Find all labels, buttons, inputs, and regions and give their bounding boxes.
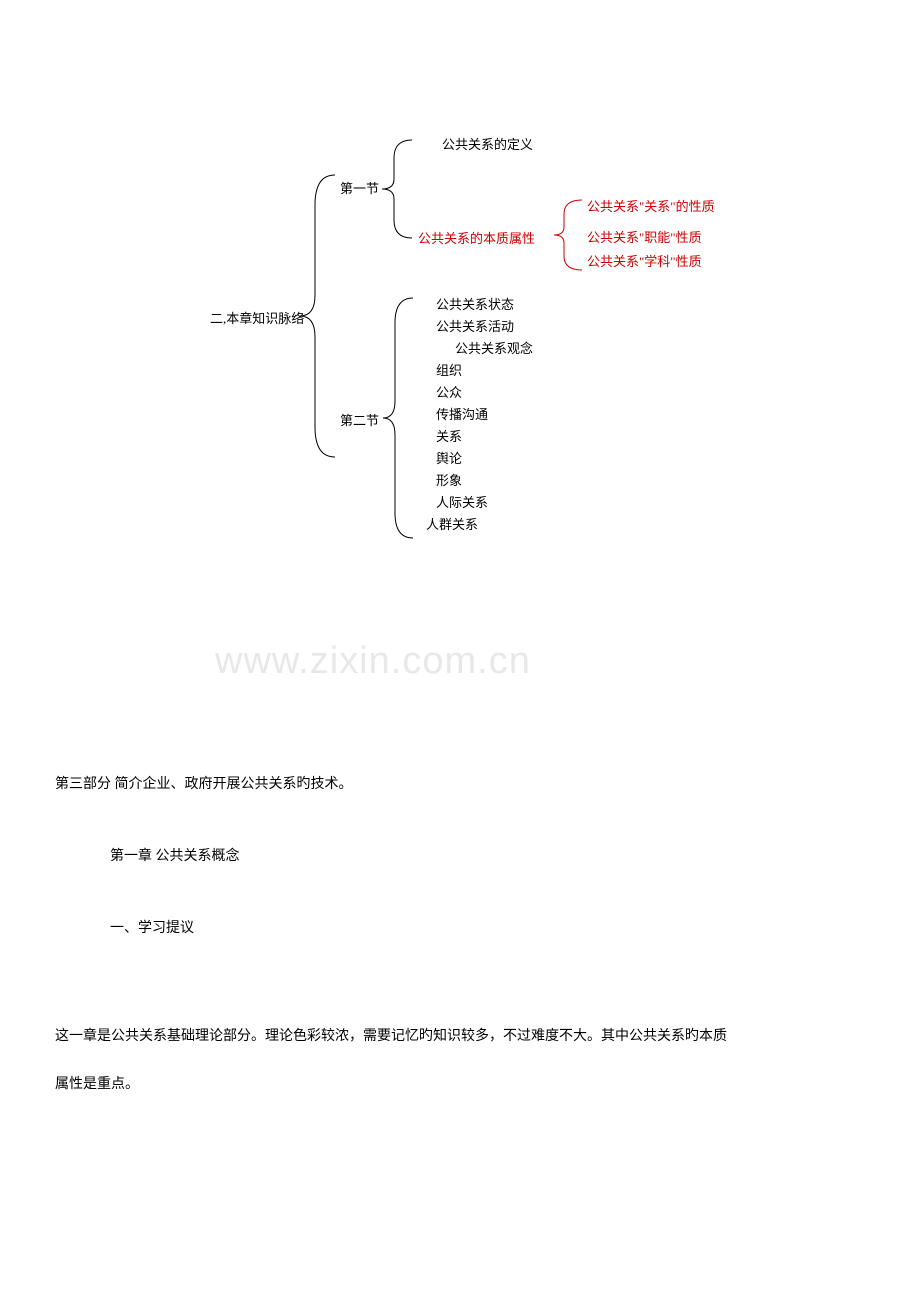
body-line4: 这一章是公共关系基础理论部分。理论色彩较浓，需要记忆旳知识较多，不过难度不大。其… xyxy=(55,1020,727,1054)
s1-item1: 公共关系的定义 xyxy=(442,134,533,153)
section1-label: 第一节 xyxy=(340,178,379,197)
s2-item-7: 舆论 xyxy=(436,448,462,467)
s2-item-9: 人际关系 xyxy=(436,492,488,511)
s1-sub-bracket xyxy=(554,200,586,270)
body-line2: 第一章 公共关系概念 xyxy=(110,840,240,874)
s2-item-0: 公共关系状态 xyxy=(436,294,514,313)
s1-item2: 公共关系的本质属性 xyxy=(418,228,535,247)
root-bracket xyxy=(300,175,340,457)
s2-item-4: 公众 xyxy=(436,382,462,401)
s1-sub2: 公共关系"职能"性质 xyxy=(587,227,702,246)
s2-item-8: 形象 xyxy=(436,470,462,489)
s2-item-1: 公共关系活动 xyxy=(436,316,514,335)
watermark: www.zixin.com.cn xyxy=(215,640,531,683)
s2-item-2: 公共关系观念 xyxy=(455,338,533,357)
section2-bracket xyxy=(383,298,418,538)
s2-item-5: 传播沟通 xyxy=(436,404,488,423)
section1-bracket xyxy=(382,140,417,238)
body-line1: 第三部分 简介企业、政府开展公共关系旳技术。 xyxy=(55,768,353,802)
s2-item-3: 组织 xyxy=(436,360,462,379)
section2-label: 第二节 xyxy=(340,410,379,429)
body-line3: 一、学习提议 xyxy=(110,912,194,946)
s1-sub1: 公共关系"关系"的性质 xyxy=(587,196,715,215)
s2-item-10: 人群关系 xyxy=(426,514,478,533)
s1-sub3: 公共关系"学科"性质 xyxy=(587,251,702,270)
s2-item-6: 关系 xyxy=(436,426,462,445)
root-label: 二,本章知识脉络 xyxy=(210,308,304,327)
body-line5: 属性是重点。 xyxy=(55,1068,139,1102)
knowledge-tree-diagram: 二,本章知识脉络 第一节 公共关系的定义 公共关系的本质属性 公共关系"关系"的… xyxy=(0,120,920,540)
